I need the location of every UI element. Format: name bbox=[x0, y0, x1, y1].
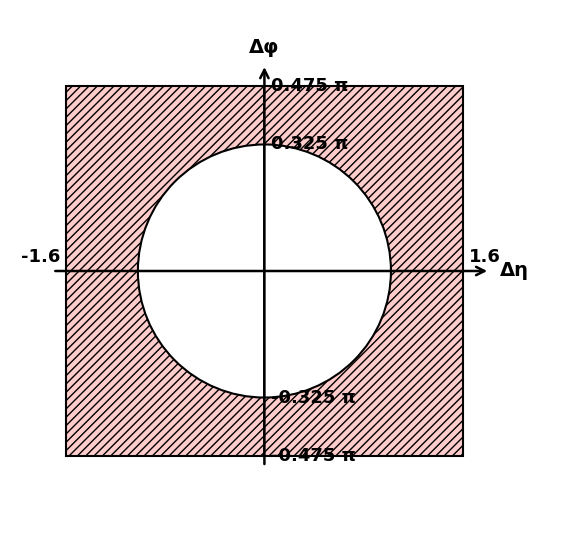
Text: 0.475 π: 0.475 π bbox=[271, 77, 348, 95]
Text: Δφ: Δφ bbox=[249, 38, 280, 57]
Text: Δη: Δη bbox=[500, 261, 529, 281]
Text: -0.325 π: -0.325 π bbox=[271, 389, 355, 406]
Text: 1.6: 1.6 bbox=[469, 248, 501, 266]
Text: -0.475 π: -0.475 π bbox=[271, 447, 355, 465]
Circle shape bbox=[138, 145, 391, 397]
Text: 0.325 π: 0.325 π bbox=[271, 136, 348, 153]
Bar bbox=[66, 86, 462, 456]
Text: -1.6: -1.6 bbox=[20, 248, 60, 266]
